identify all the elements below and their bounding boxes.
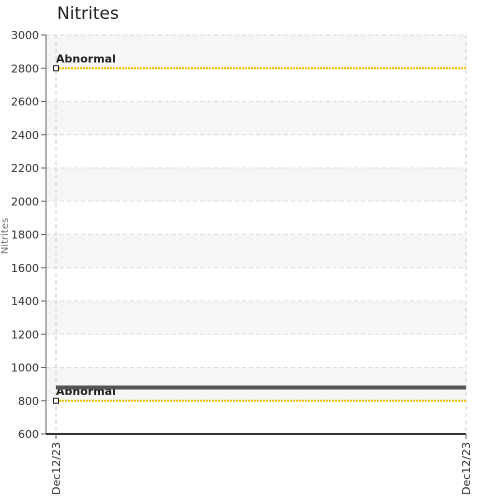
- y-axis-label: Nitrites: [0, 218, 11, 254]
- y-tick-label: 800: [18, 395, 39, 408]
- plot-bands: [46, 35, 466, 401]
- y-ticks: 600 800 1000 1200 1400 1600 1800 2000 2200 2400 26…: [11, 29, 46, 441]
- plot-band: [46, 35, 466, 69]
- reference-label: Abnormal: [56, 52, 116, 65]
- y-tick-label: 2000: [11, 195, 39, 208]
- y-tick-label: 1800: [11, 229, 39, 242]
- plot-band: [46, 101, 466, 135]
- y-tick-label: 3000: [11, 29, 39, 42]
- y-tick-label: 2800: [11, 62, 39, 75]
- y-tick-label: 600: [18, 428, 39, 441]
- chart-title: Nitrites: [57, 4, 119, 24]
- x-ticks: Dec12/23 Dec12/23: [50, 434, 473, 495]
- y-tick-label: 2600: [11, 96, 39, 109]
- plot-band: [46, 367, 466, 401]
- x-tick-label: Dec12/23: [50, 442, 63, 495]
- plot-band: [46, 234, 466, 268]
- plot-band: [46, 301, 466, 335]
- y-tick-label: 1400: [11, 295, 39, 308]
- y-tick-label: 2200: [11, 162, 39, 175]
- y-tick-label: 1600: [11, 262, 39, 275]
- y-tick-label: 1200: [11, 328, 39, 341]
- plot-band: [46, 168, 466, 202]
- reference-marker: [53, 65, 59, 72]
- y-tick-label: 1000: [11, 362, 39, 375]
- y-tick-label: 2400: [11, 129, 39, 142]
- x-tick-label: Dec12/23: [460, 442, 473, 495]
- reference-marker: [53, 397, 59, 404]
